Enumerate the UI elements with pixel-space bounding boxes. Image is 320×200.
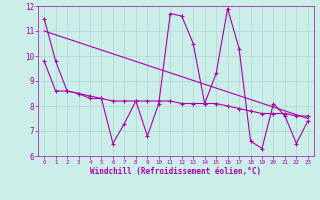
X-axis label: Windchill (Refroidissement éolien,°C): Windchill (Refroidissement éolien,°C)	[91, 167, 261, 176]
